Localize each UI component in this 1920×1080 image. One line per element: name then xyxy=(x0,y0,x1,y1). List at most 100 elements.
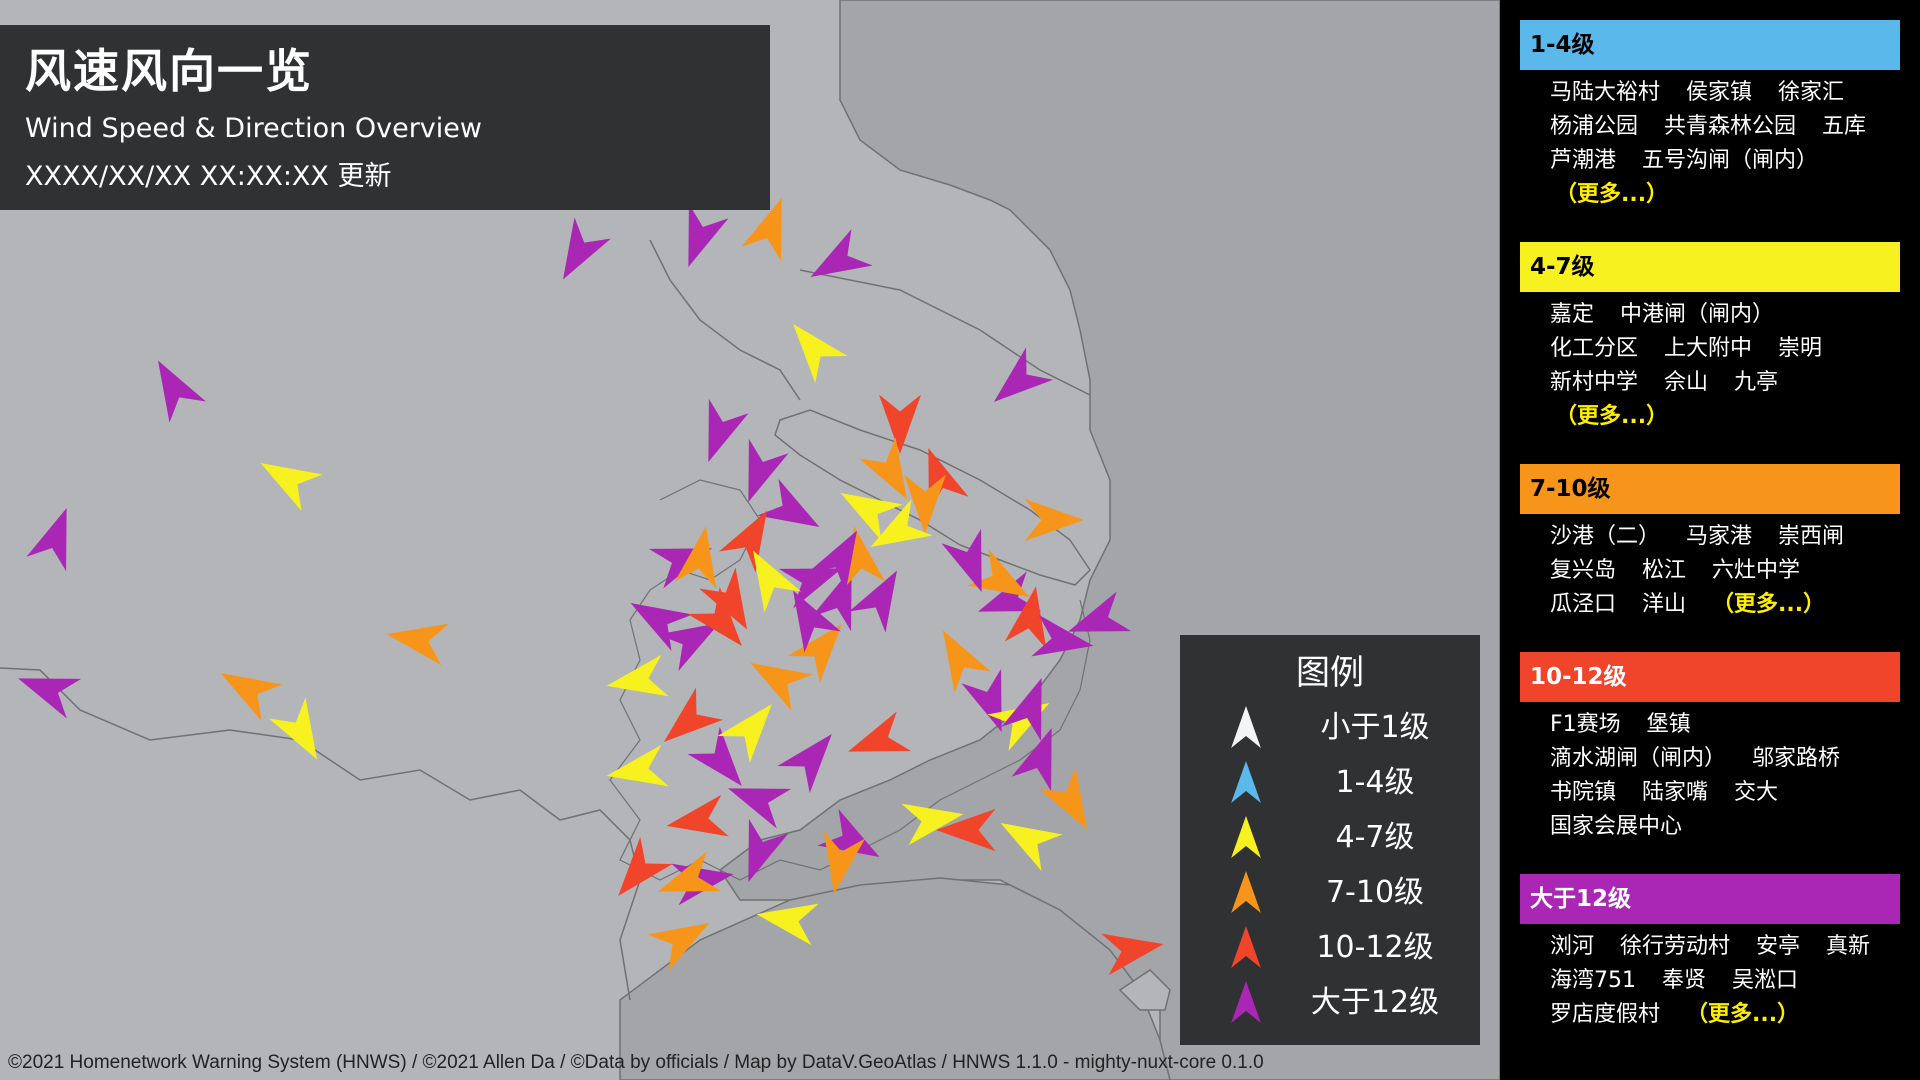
wind-arrow[interactable] xyxy=(650,687,724,758)
wind-arrow[interactable] xyxy=(980,347,1054,418)
wind-arrow[interactable] xyxy=(647,905,720,972)
wind-arrow[interactable] xyxy=(729,438,789,509)
wind-arrow[interactable] xyxy=(811,561,871,632)
wind-arrow[interactable] xyxy=(808,520,875,593)
station-name[interactable]: 浏河 xyxy=(1550,934,1595,959)
wind-arrow[interactable] xyxy=(903,474,947,535)
wind-arrow[interactable] xyxy=(687,586,758,660)
wind-arrow[interactable] xyxy=(717,690,788,764)
station-name[interactable]: 马家港 xyxy=(1686,524,1753,549)
station-name[interactable]: 共青森林公园 xyxy=(1664,114,1797,139)
wind-arrow[interactable] xyxy=(860,498,933,565)
wind-arrow[interactable] xyxy=(800,228,873,295)
station-name[interactable]: F1赛场 xyxy=(1550,712,1621,737)
wind-arrow[interactable] xyxy=(753,893,819,946)
more-link[interactable]: （更多...） xyxy=(1712,592,1826,617)
wind-arrow[interactable] xyxy=(620,585,693,652)
station-name[interactable]: 嘉定 xyxy=(1550,302,1595,327)
wind-arrow[interactable] xyxy=(698,567,765,640)
wind-arrow[interactable] xyxy=(545,217,612,290)
station-name[interactable]: 徐家汇 xyxy=(1778,80,1845,105)
more-link[interactable]: （更多...） xyxy=(1555,182,1669,207)
wind-arrow[interactable] xyxy=(848,560,915,633)
station-name[interactable]: 交大 xyxy=(1734,780,1779,805)
station-name[interactable]: 陆家嘴 xyxy=(1642,780,1709,805)
wind-arrow[interactable] xyxy=(602,836,673,910)
wind-arrow[interactable] xyxy=(268,697,335,770)
wind-arrow[interactable] xyxy=(729,818,789,889)
station-name[interactable]: 吴淞口 xyxy=(1732,968,1799,993)
wind-arrow[interactable] xyxy=(775,580,842,653)
wind-arrow[interactable] xyxy=(603,654,669,707)
station-name[interactable]: 六灶中学 xyxy=(1712,558,1801,583)
wind-arrow[interactable] xyxy=(787,610,858,684)
station-name[interactable]: 真新 xyxy=(1826,934,1871,959)
wind-arrow[interactable] xyxy=(721,769,792,829)
wind-arrow[interactable] xyxy=(878,394,922,455)
wind-arrow[interactable] xyxy=(1061,591,1132,651)
wind-arrow[interactable] xyxy=(813,831,866,897)
wind-arrow[interactable] xyxy=(250,445,323,512)
wind-arrow[interactable] xyxy=(961,668,1021,739)
wind-arrow[interactable] xyxy=(777,720,848,794)
station-name[interactable]: 九亭 xyxy=(1734,370,1779,395)
wind-arrow[interactable] xyxy=(1101,923,1167,976)
wind-arrow[interactable] xyxy=(735,540,802,613)
station-name[interactable]: 芦潮港 xyxy=(1550,148,1617,173)
wind-arrow[interactable] xyxy=(210,655,283,722)
wind-arrow[interactable] xyxy=(687,726,758,800)
station-name[interactable]: 徐行劳动村 xyxy=(1620,934,1731,959)
wind-arrow[interactable] xyxy=(674,523,727,589)
wind-arrow[interactable] xyxy=(830,475,903,542)
station-name[interactable]: 安亭 xyxy=(1756,934,1801,959)
wind-arrow[interactable] xyxy=(140,350,207,423)
wind-arrow[interactable] xyxy=(11,659,82,719)
station-name[interactable]: 佘山 xyxy=(1664,370,1709,395)
wind-arrow[interactable] xyxy=(651,851,722,911)
station-name[interactable]: 新村中学 xyxy=(1550,370,1639,395)
wind-arrow[interactable] xyxy=(941,528,1001,599)
wind-arrow[interactable] xyxy=(1038,767,1105,840)
station-name[interactable]: 马陆大裕村 xyxy=(1550,80,1661,105)
station-name[interactable]: 洋山 xyxy=(1642,592,1687,617)
wind-arrow[interactable] xyxy=(990,805,1063,872)
station-name[interactable]: 书院镇 xyxy=(1550,780,1617,805)
station-name[interactable]: 罗店度假村 xyxy=(1550,1002,1661,1027)
wind-arrow[interactable] xyxy=(777,310,848,384)
station-name[interactable]: 瓜泾口 xyxy=(1550,592,1617,617)
station-name[interactable]: 奉贤 xyxy=(1662,968,1707,993)
station-name[interactable]: 上大附中 xyxy=(1664,336,1753,361)
wind-arrow[interactable] xyxy=(1024,498,1085,542)
wind-arrow[interactable] xyxy=(757,478,830,545)
station-name[interactable]: 滴水湖闸（闸内） xyxy=(1550,746,1727,771)
wind-arrow[interactable] xyxy=(858,437,925,510)
station-name[interactable]: 海湾751 xyxy=(1550,968,1636,993)
wind-arrow[interactable] xyxy=(657,605,730,672)
station-name[interactable]: 国家会展中心 xyxy=(1550,814,1683,839)
wind-arrow[interactable] xyxy=(26,501,86,572)
wind-arrow[interactable] xyxy=(967,548,1040,615)
station-name[interactable]: 五号沟闸（闸内） xyxy=(1642,148,1819,173)
wind-arrow[interactable] xyxy=(1001,671,1061,742)
wind-arrow[interactable] xyxy=(901,793,967,846)
wind-arrow[interactable] xyxy=(740,645,813,712)
station-name[interactable]: 五库 xyxy=(1822,114,1867,139)
station-name[interactable]: 松江 xyxy=(1642,558,1687,583)
station-name[interactable]: 化工分区 xyxy=(1550,336,1639,361)
station-name[interactable]: 侯家镇 xyxy=(1686,80,1753,105)
wind-arrow[interactable] xyxy=(778,549,849,609)
station-name[interactable]: 中港闸（闸内） xyxy=(1620,302,1775,327)
station-name[interactable]: 邬家路桥 xyxy=(1752,746,1841,771)
wind-arrow[interactable] xyxy=(841,711,912,771)
station-name[interactable]: 崇明 xyxy=(1778,336,1823,361)
wind-arrow[interactable] xyxy=(383,613,449,666)
station-name[interactable]: 沙港（二） xyxy=(1550,524,1661,549)
wind-arrow[interactable] xyxy=(689,398,749,469)
more-link[interactable]: （更多...） xyxy=(1555,404,1669,429)
wind-arrow[interactable] xyxy=(1004,583,1057,649)
wind-arrow[interactable] xyxy=(1031,614,1097,667)
wind-arrow[interactable] xyxy=(1011,721,1071,792)
station-name[interactable]: 复兴岛 xyxy=(1550,558,1617,583)
more-link[interactable]: （更多...） xyxy=(1686,1002,1800,1027)
wind-arrow[interactable] xyxy=(741,191,801,262)
